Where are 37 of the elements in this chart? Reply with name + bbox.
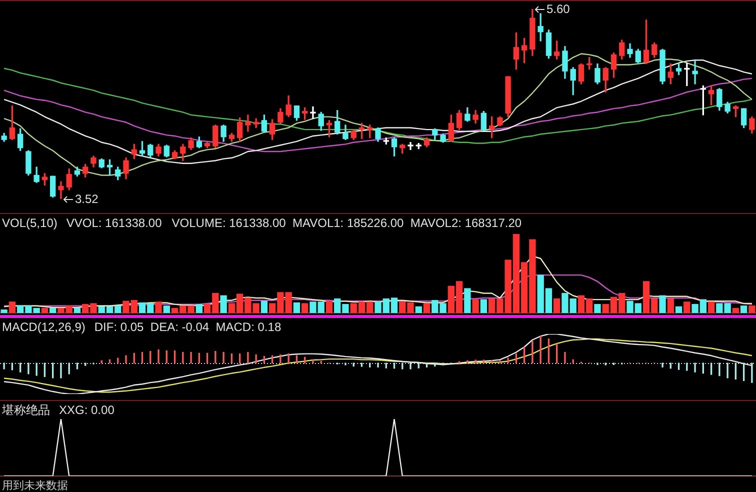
bar bbox=[464, 288, 471, 313]
bar bbox=[415, 306, 422, 313]
bar bbox=[74, 308, 81, 313]
annotation: 5.60 bbox=[546, 2, 570, 16]
bar bbox=[260, 300, 268, 313]
chart-title: VOL(5,10) bbox=[2, 216, 58, 230]
bar bbox=[667, 298, 674, 313]
chart-title: MACD(12,26,9) bbox=[2, 320, 86, 334]
text: 用到未来数据 bbox=[2, 479, 68, 492]
chart-subtitle: DIF: 0.05 DEA: -0.04 MACD: 0.18 bbox=[94, 320, 282, 334]
bar bbox=[293, 302, 300, 313]
bar bbox=[684, 302, 690, 313]
bar bbox=[675, 306, 682, 313]
bar bbox=[163, 306, 170, 313]
bar bbox=[732, 308, 740, 313]
bar bbox=[472, 299, 479, 313]
chart-subtitle: XXG: 0.00 bbox=[59, 403, 114, 417]
bar bbox=[220, 295, 227, 313]
bar bbox=[196, 304, 202, 313]
bar bbox=[659, 295, 666, 313]
bar bbox=[740, 306, 748, 313]
bar bbox=[326, 300, 333, 313]
bar bbox=[594, 304, 601, 313]
bar bbox=[423, 303, 430, 313]
bar bbox=[8, 302, 16, 313]
bar bbox=[554, 298, 560, 313]
bar bbox=[748, 306, 756, 313]
annotation: 3.52 bbox=[74, 192, 99, 206]
chart-subtitle: VVOL: 161338.00 VOLUME: 161338.00 MAVOL1: 185226.00 MAVOL2: 168317.20 bbox=[66, 216, 522, 230]
bar bbox=[41, 308, 48, 313]
bar bbox=[155, 302, 162, 313]
bar bbox=[480, 299, 488, 313]
bar bbox=[0, 310, 8, 313]
bar bbox=[302, 303, 308, 313]
bar bbox=[708, 302, 715, 313]
chart-title: 堪称绝品 bbox=[2, 403, 50, 417]
bar bbox=[50, 308, 56, 313]
